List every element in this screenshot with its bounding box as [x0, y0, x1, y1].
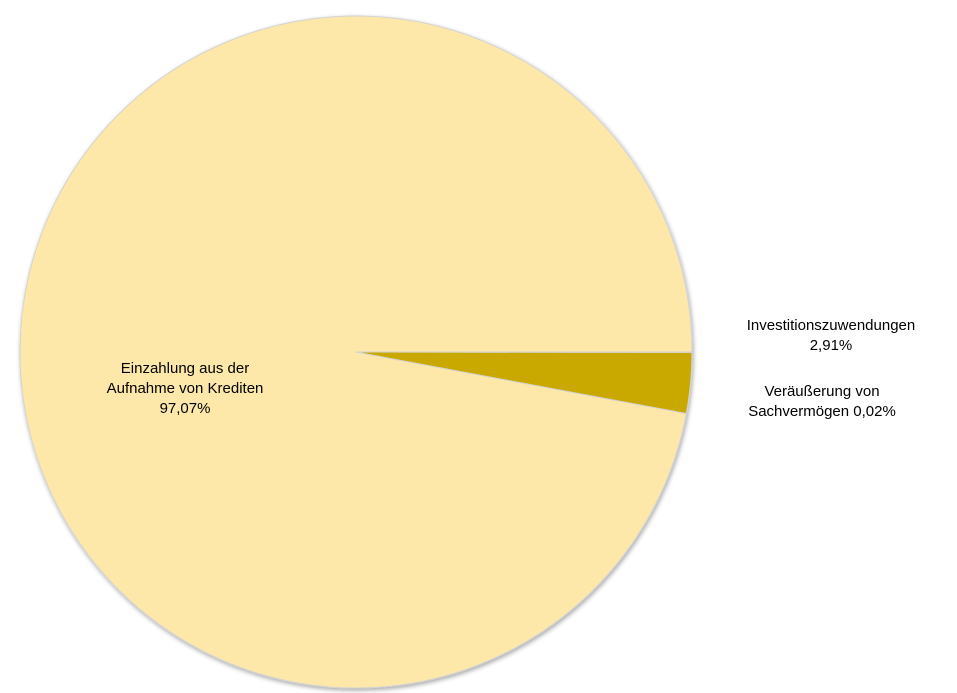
- label-sachvermoegen-line: Veräußerung von: [764, 383, 879, 400]
- label-kredite: Einzahlung aus der Aufnahme von Krediten 9…: [107, 360, 264, 417]
- label-investitionszuwendungen-line: Investitionszuwendungen: [747, 317, 915, 334]
- label-kredite-line: Einzahlung aus der: [121, 360, 249, 377]
- pie-slices: [19, 15, 693, 689]
- label-kredite-line: 97,07%: [160, 400, 211, 417]
- label-investitionszuwendungen: Investitionszuwendungen 2,91%: [747, 317, 915, 354]
- label-investitionszuwendungen-line: 2,91%: [810, 337, 853, 354]
- pie-labels: Einzahlung aus der Aufnahme von Krediten 9…: [107, 317, 916, 420]
- label-kredite-line: Aufnahme von Krediten: [107, 380, 264, 397]
- label-sachvermoegen: Veräußerung von Sachvermögen 0,02%: [748, 383, 896, 420]
- label-sachvermoegen-line: Sachvermögen 0,02%: [748, 403, 896, 420]
